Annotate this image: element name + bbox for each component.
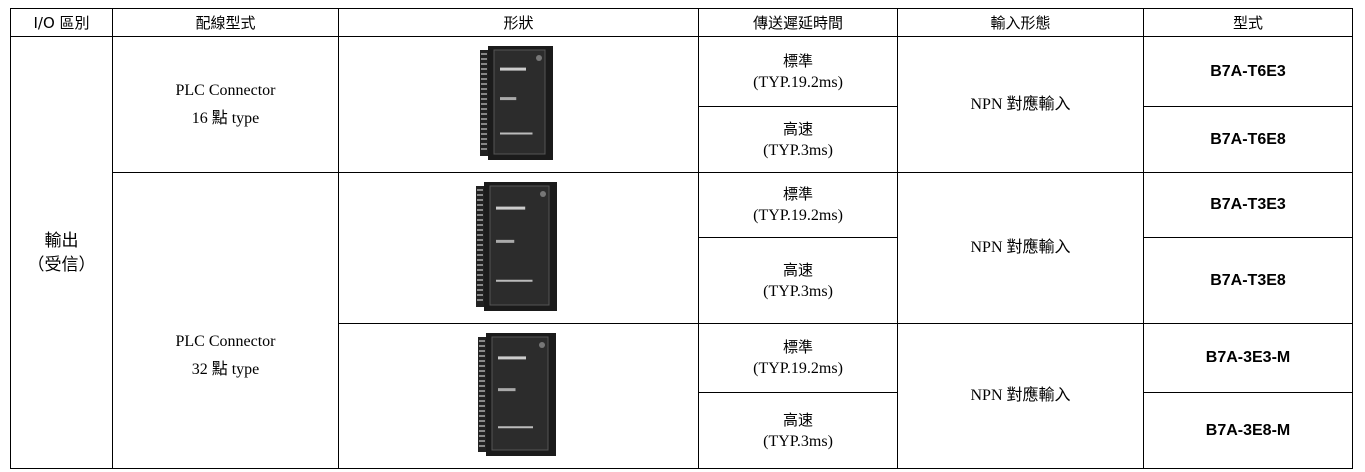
delay-text: (TYP.19.2ms): [753, 360, 843, 377]
model-cell: B7A-3E3-M: [1143, 323, 1353, 393]
delay-cell: 高速 (TYP.3ms): [698, 106, 898, 173]
header-row: I/O 區別 配線型式 形狀 傳送遲延時間 輸入形態 型式: [10, 8, 1353, 37]
delay-cell: 標準 (TYP.19.2ms): [698, 172, 898, 238]
column-header: 型式: [1143, 8, 1353, 37]
table-row: 高速 (TYP.3ms) B7A-3E8-M: [11, 392, 1353, 469]
delay-cell: 高速 (TYP.3ms): [698, 237, 898, 324]
io-cell: 輸出 （受信）: [10, 36, 113, 469]
input-cell: NPN 對應輸入: [897, 36, 1144, 173]
product-table: I/O 區別 配線型式 形狀 傳送遲延時間 輸入形態 型式 輸出 （受信） PLC Conne…: [10, 8, 1353, 469]
model-cell: B7A-T3E3: [1143, 172, 1353, 238]
shape-cell: [338, 36, 699, 173]
column-header: I/O 區別: [10, 8, 113, 37]
table-row: 高速 (TYP.3ms) B7A-T3E8: [11, 237, 1353, 324]
model-cell: B7A-T3E8: [1143, 237, 1353, 324]
wiring-text: PLC Connector: [175, 332, 276, 350]
delay-text: 標準: [782, 51, 813, 70]
table-row: 標準 (TYP.19.2ms) NPN 對應輸入 B7A-3E3-M: [11, 323, 1353, 469]
shape-cell: [338, 323, 699, 469]
wiring-text: 16 點 type: [191, 109, 260, 127]
delay-text: (TYP.19.2ms): [753, 73, 843, 91]
product-image: [477, 332, 556, 456]
column-header: 形狀: [338, 8, 699, 37]
delay-text: 標準: [782, 185, 813, 203]
input-cell: NPN 對應輸入: [897, 172, 1144, 324]
delay-text: 高速: [782, 119, 813, 138]
delay-text: 高速: [782, 260, 813, 279]
model-cell: B7A-T6E8: [1143, 106, 1353, 173]
wiring-cell: PLC Connector 16 點 type: [112, 36, 339, 173]
delay-text: 高速: [782, 410, 813, 429]
table-row: PLC Connector 32 點 type 標準 (TYP.19.2ms) NPN …: [11, 172, 1353, 469]
io-text: （受信）: [27, 254, 96, 275]
model-cell: B7A-T6E3: [1143, 36, 1353, 107]
delay-cell: 標準 (TYP.19.2ms): [698, 323, 898, 393]
product-image: [476, 181, 557, 311]
input-cell: NPN 對應輸入: [897, 323, 1144, 469]
table-row: 輸出 （受信） PLC Connector 16 點 type 標準 (TYP.19.2m…: [10, 36, 1353, 469]
column-header: 傳送遲延時間: [698, 8, 898, 37]
delay-text: (TYP.3ms): [763, 432, 833, 450]
delay-cell: 標準 (TYP.19.2ms): [698, 36, 898, 107]
shape-cell: [338, 172, 699, 324]
io-text: 輸出: [44, 230, 79, 251]
column-header: 配線型式: [112, 8, 339, 37]
product-image: [480, 45, 553, 160]
wiring-text: 32 點 type: [191, 360, 260, 378]
delay-text: (TYP.19.2ms): [753, 207, 843, 224]
column-header: 輸入形態: [897, 8, 1144, 37]
wiring-text: PLC Connector: [175, 81, 276, 99]
table-row: 高速 (TYP.3ms) B7A-T6E8: [11, 106, 1353, 173]
delay-text: (TYP.3ms): [763, 282, 833, 300]
wiring-cell: PLC Connector 32 點 type: [112, 172, 339, 469]
delay-text: (TYP.3ms): [763, 141, 833, 159]
delay-text: 標準: [782, 338, 813, 356]
model-cell: B7A-3E8-M: [1143, 392, 1353, 469]
delay-cell: 高速 (TYP.3ms): [698, 392, 898, 469]
